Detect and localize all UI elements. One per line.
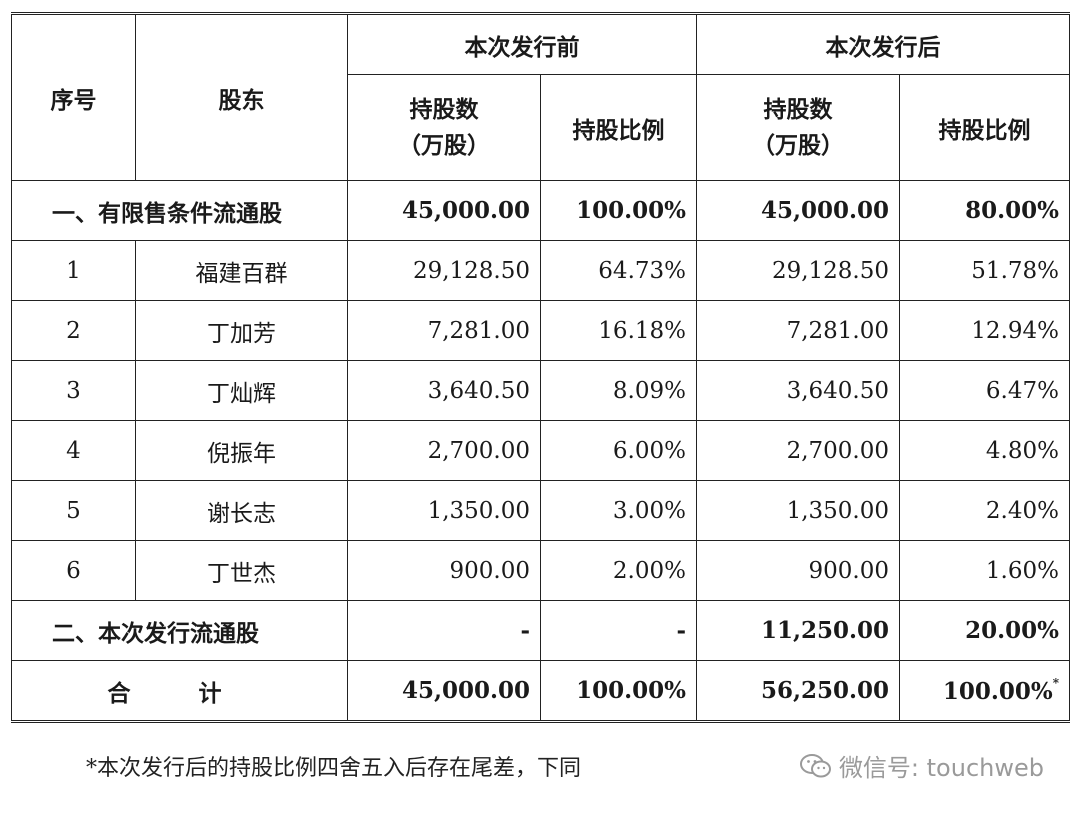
total-after-shares: 56,250.00 bbox=[696, 660, 900, 722]
watermark: 微信号: touchweb bbox=[799, 748, 1044, 783]
row-before-shares: 1,350.00 bbox=[347, 480, 541, 541]
table-row: 4 倪振年 2,700.00 6.00% 2,700.00 4.80% bbox=[11, 420, 1070, 481]
header-shares-label: 持股数 bbox=[763, 95, 833, 123]
header-shares-unit: （万股） bbox=[752, 131, 844, 159]
row-after-ratio: 4.80% bbox=[899, 420, 1070, 481]
row-name: 丁世杰 bbox=[135, 540, 348, 601]
restricted-after-shares: 45,000.00 bbox=[696, 180, 900, 241]
footnote: *本次发行后的持股比例四舍五入后存在尾差，下同 bbox=[86, 756, 582, 781]
row-after-ratio: 6.47% bbox=[899, 360, 1070, 421]
row-before-shares: 2,700.00 bbox=[347, 420, 541, 481]
row-seq: 4 bbox=[11, 420, 136, 481]
watermark-text: 微信号: touchweb bbox=[838, 754, 1044, 782]
row-seq: 1 bbox=[11, 240, 136, 301]
header-shares-label: 持股数 bbox=[409, 95, 479, 123]
header-after-shares: 持股数 （万股） bbox=[696, 74, 900, 181]
row-before-shares: 900.00 bbox=[347, 540, 541, 601]
restricted-label: 一、有限售条件流通股 bbox=[11, 180, 348, 241]
restricted-before-shares: 45,000.00 bbox=[347, 180, 541, 241]
restricted-after-ratio: 80.00% bbox=[899, 180, 1070, 241]
row-after-ratio: 51.78% bbox=[899, 240, 1070, 301]
total-label: 合 计 bbox=[11, 660, 348, 722]
row-after-ratio: 1.60% bbox=[899, 540, 1070, 601]
row-seq: 2 bbox=[11, 300, 136, 361]
table-row: 6 丁世杰 900.00 2.00% 900.00 1.60% bbox=[11, 540, 1070, 601]
row-before-ratio: 8.09% bbox=[540, 360, 697, 421]
table-row: 3 丁灿辉 3,640.50 8.09% 3,640.50 6.47% bbox=[11, 360, 1070, 421]
header-after: 本次发行后 bbox=[696, 13, 1070, 75]
table-row: 5 谢长志 1,350.00 3.00% 1,350.00 2.40% bbox=[11, 480, 1070, 541]
row-after-ratio: 2.40% bbox=[899, 480, 1070, 541]
row-seq: 3 bbox=[11, 360, 136, 421]
row-before-shares: 29,128.50 bbox=[347, 240, 541, 301]
row-after-ratio: 12.94% bbox=[899, 300, 1070, 361]
row-after-shares: 7,281.00 bbox=[696, 300, 900, 361]
row-before-ratio: 6.00% bbox=[540, 420, 697, 481]
row-after-shares: 29,128.50 bbox=[696, 240, 900, 301]
row-after-shares: 1,350.00 bbox=[696, 480, 900, 541]
row-before-shares: 7,281.00 bbox=[347, 300, 541, 361]
row-name: 福建百群 bbox=[135, 240, 348, 301]
issued-after-shares: 11,250.00 bbox=[696, 600, 900, 661]
row-before-ratio: 64.73% bbox=[540, 240, 697, 301]
issued-label: 二、本次发行流通股 bbox=[11, 600, 348, 661]
row-after-shares: 900.00 bbox=[696, 540, 900, 601]
footnote-mark: * bbox=[1052, 676, 1059, 690]
issued-after-ratio: 20.00% bbox=[899, 600, 1070, 661]
row-seq: 5 bbox=[11, 480, 136, 541]
table-row: 2 丁加芳 7,281.00 16.18% 7,281.00 12.94% bbox=[11, 300, 1070, 361]
row-name: 谢长志 bbox=[135, 480, 348, 541]
row-seq: 6 bbox=[11, 540, 136, 601]
wechat-icon bbox=[799, 753, 831, 777]
header-holder: 股东 bbox=[135, 13, 348, 181]
issued-row: 二、本次发行流通股 - - 11,250.00 20.00% bbox=[11, 600, 1070, 661]
shareholding-table: 序号 股东 本次发行前 本次发行后 持股数 （万股） 持股比例 持股数 （万股）… bbox=[11, 12, 1070, 723]
header-shares-unit: （万股） bbox=[398, 131, 490, 159]
table-row: 1 福建百群 29,128.50 64.73% 29,128.50 51.78% bbox=[11, 240, 1070, 301]
total-before-ratio: 100.00% bbox=[540, 660, 697, 722]
header-before-ratio: 持股比例 bbox=[540, 74, 697, 181]
row-before-shares: 3,640.50 bbox=[347, 360, 541, 421]
row-name: 倪振年 bbox=[135, 420, 348, 481]
row-after-shares: 2,700.00 bbox=[696, 420, 900, 481]
row-before-ratio: 3.00% bbox=[540, 480, 697, 541]
row-name: 丁加芳 bbox=[135, 300, 348, 361]
total-after-ratio-value: 100.00% bbox=[942, 678, 1053, 705]
header-after-ratio: 持股比例 bbox=[899, 74, 1070, 181]
issued-before-ratio: - bbox=[540, 600, 697, 661]
row-after-shares: 3,640.50 bbox=[696, 360, 900, 421]
restricted-row: 一、有限售条件流通股 45,000.00 100.00% 45,000.00 8… bbox=[11, 180, 1070, 241]
row-before-ratio: 16.18% bbox=[540, 300, 697, 361]
header-before-shares: 持股数 （万股） bbox=[347, 74, 541, 181]
header-seq: 序号 bbox=[11, 13, 136, 181]
row-before-ratio: 2.00% bbox=[540, 540, 697, 601]
header-before: 本次发行前 bbox=[347, 13, 697, 75]
issued-before-shares: - bbox=[347, 600, 541, 661]
total-row: 合 计 45,000.00 100.00% 56,250.00 100.00%* bbox=[11, 660, 1070, 722]
row-name: 丁灿辉 bbox=[135, 360, 348, 421]
total-before-shares: 45,000.00 bbox=[347, 660, 541, 722]
total-after-ratio: 100.00%* bbox=[899, 660, 1070, 722]
restricted-before-ratio: 100.00% bbox=[540, 180, 697, 241]
